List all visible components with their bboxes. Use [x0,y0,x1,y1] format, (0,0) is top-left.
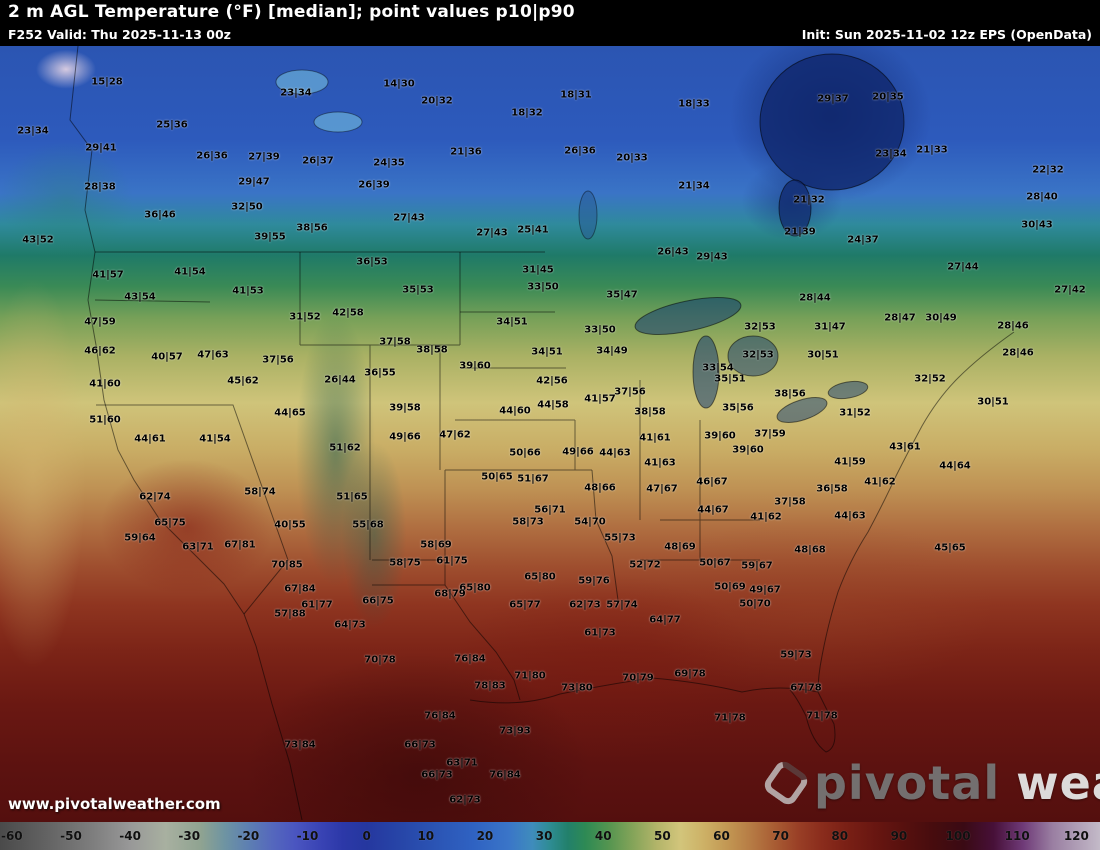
colorbar-tick: -50 [60,829,82,843]
colorbar-tick: -10 [296,829,319,843]
map-header: 2 m AGL Temperature (°F) [median]; point… [0,0,1100,46]
colorbar-tick: 80 [831,829,849,843]
colorbar-tick: -20 [237,829,260,843]
colorbar-tick: 40 [594,829,612,843]
colorbar-tick: 110 [1004,829,1030,843]
colorbar-gradient: -60 -50 -40 -30 -20 -10 0 10 20 30 40 50 60 70 80 90 100… [0,822,1100,850]
colorbar-tick: -30 [178,829,201,843]
pivotal-weather-logo-icon [760,757,812,809]
logo-text-pivotal: pivotal [814,756,1001,810]
colorbar-tick: 90 [890,829,908,843]
temperature-map [0,46,1100,822]
colorbar-tick: -60 [0,829,23,843]
colorbar-tick: 60 [713,829,730,843]
colorbar-tick: 50 [654,829,671,843]
temperature-colorbar: -60 -50 -40 -30 -20 -10 0 10 20 30 40 50 60 70 80 90 100… [0,822,1100,850]
valid-time: F252 Valid: Thu 2025-11-13 00z [8,27,231,42]
init-time: Init: Sun 2025-11-02 12z EPS (OpenData) [801,27,1092,42]
colorbar-tick: -40 [119,829,141,843]
colorbar-tick: 30 [535,829,553,843]
colorbar-tick: 10 [417,829,435,843]
colorbar-tick: 20 [476,829,494,843]
colorbar-tick: 0 [362,829,371,843]
logo-text-weather: weather [1016,756,1100,810]
colorbar-tick: 100 [945,829,971,843]
colorbar-tick: 120 [1063,829,1089,843]
pivotal-weather-logo: pivotal weather [760,756,1100,810]
colorbar-tick: 70 [772,829,789,843]
map-title: 2 m AGL Temperature (°F) [median]; point… [8,2,575,22]
watermark: www.pivotalweather.com [8,795,221,813]
